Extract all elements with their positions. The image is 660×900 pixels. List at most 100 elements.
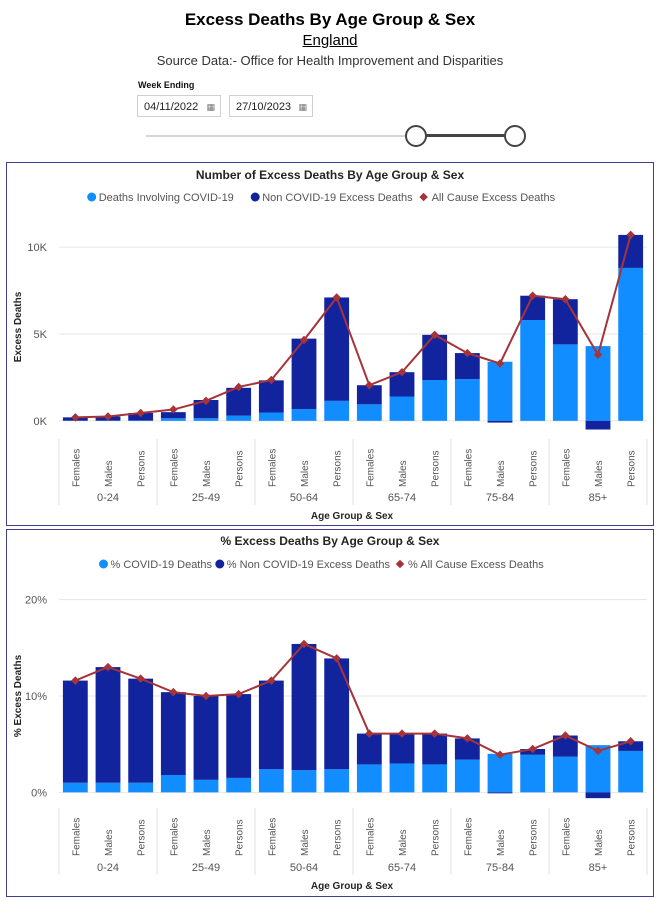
legend-marker-1 xyxy=(250,192,260,202)
bar-covid xyxy=(193,779,219,793)
x-category-label: Males xyxy=(104,460,115,487)
x-group-label: 50-64 xyxy=(290,492,318,504)
bar-non-covid xyxy=(552,735,578,757)
bar-non-covid xyxy=(258,680,284,770)
all-cause-point xyxy=(365,380,374,390)
bar-non-covid xyxy=(226,694,252,778)
all-cause-point xyxy=(71,676,80,685)
slider-track[interactable] xyxy=(146,135,414,137)
all-cause-point xyxy=(103,412,113,421)
excess-deaths-count-chart: Number of Excess Deaths By Age Group & S… xyxy=(13,168,648,522)
x-category-label: Persons xyxy=(235,450,246,487)
bar-covid xyxy=(324,769,350,793)
x-category-label: Persons xyxy=(529,819,540,856)
y-tick-label: 20% xyxy=(25,595,47,607)
x-axis-title: Age Group & Sex xyxy=(311,511,394,522)
bar-non-covid xyxy=(62,680,88,783)
bar-non-covid xyxy=(487,420,513,423)
source-note: Source Data:- Office for Health Improvem… xyxy=(156,53,504,68)
all-cause-point xyxy=(495,359,505,368)
bar-covid xyxy=(193,418,219,421)
legend-label: % Non COVID-19 Excess Deaths xyxy=(227,559,391,571)
bar-covid xyxy=(95,782,121,793)
calendar-icon[interactable]: ▦ xyxy=(298,102,307,112)
chart-panel-counts: Number of Excess Deaths By Age Group & S… xyxy=(6,162,654,526)
bar-non-covid xyxy=(160,692,186,776)
bar-non-covid xyxy=(487,792,513,794)
end-date-input[interactable]: 27/10/2023 ▦ xyxy=(229,95,313,117)
bar-covid xyxy=(258,769,284,793)
bar-covid xyxy=(422,380,448,421)
x-category-label: Persons xyxy=(627,819,638,856)
all-cause-point xyxy=(463,348,472,358)
start-date-input[interactable]: 04/11/2022 ▦ xyxy=(137,95,221,117)
x-category-label: Persons xyxy=(235,819,246,856)
bar-non-covid xyxy=(324,658,350,770)
slider-end-handle[interactable] xyxy=(504,125,526,147)
all-cause-point xyxy=(332,293,341,302)
bar-non-covid xyxy=(422,334,448,380)
all-cause-point xyxy=(136,408,145,418)
x-group-label: 85+ xyxy=(589,492,608,504)
x-group-label: 75-84 xyxy=(486,492,514,504)
start-date-value: 04/11/2022 xyxy=(144,101,199,113)
x-group-label: 75-84 xyxy=(486,862,514,874)
bar-non-covid xyxy=(95,667,121,783)
bar-covid xyxy=(389,396,415,421)
x-category-label: Males xyxy=(594,829,605,856)
bar-covid xyxy=(520,754,546,793)
legend-label: All Cause Excess Deaths xyxy=(432,192,556,204)
y-tick-label: 10% xyxy=(25,691,47,703)
all-cause-line xyxy=(75,234,632,419)
bar-covid xyxy=(62,782,88,793)
x-category-label: Persons xyxy=(333,450,344,487)
bar-covid xyxy=(618,267,644,421)
bar-covid xyxy=(618,750,644,793)
y-tick-label: 5K xyxy=(34,329,48,341)
bar-covid xyxy=(291,409,317,421)
bar-non-covid xyxy=(356,385,382,405)
all-cause-point xyxy=(528,291,537,300)
bar-covid xyxy=(552,344,578,421)
all-cause-point xyxy=(365,729,374,738)
chart-title: % Excess Deaths By Age Group & Sex xyxy=(221,534,440,548)
all-cause-point xyxy=(169,405,178,414)
all-cause-point xyxy=(201,396,211,406)
bar-covid xyxy=(356,404,382,421)
all-cause-point xyxy=(234,382,243,392)
y-axis-title: Excess Deaths xyxy=(13,291,24,362)
x-category-label: Persons xyxy=(137,450,148,487)
bar-non-covid xyxy=(454,353,480,380)
slider-start-handle[interactable] xyxy=(405,125,427,147)
x-category-label: Males xyxy=(300,829,311,856)
bar-covid xyxy=(389,763,415,793)
bar-covid xyxy=(291,770,317,793)
x-group-label: 0-24 xyxy=(97,492,119,504)
bar-covid xyxy=(520,320,546,421)
x-category-label: Females xyxy=(71,449,82,487)
all-cause-point xyxy=(169,687,178,697)
report-title: Excess Deaths By Age Group & Sex xyxy=(184,10,476,29)
all-cause-point xyxy=(593,350,603,360)
all-cause-point xyxy=(593,746,603,756)
bar-non-covid xyxy=(160,412,186,419)
slider-selected-range[interactable] xyxy=(416,134,514,137)
bar-covid xyxy=(128,782,154,793)
y-tick-label: 0K xyxy=(34,416,48,428)
bar-non-covid xyxy=(226,387,252,416)
bar-covid xyxy=(454,759,480,793)
bar-covid xyxy=(487,361,513,421)
calendar-icon[interactable]: ▦ xyxy=(206,102,215,112)
x-category-label: Persons xyxy=(627,450,638,487)
bar-covid xyxy=(324,400,350,421)
all-cause-point xyxy=(267,375,276,385)
x-category-label: Males xyxy=(594,460,605,487)
bar-non-covid xyxy=(454,738,480,760)
all-cause-point xyxy=(463,734,472,743)
bar-non-covid xyxy=(291,643,317,771)
chart-title: Number of Excess Deaths By Age Group & S… xyxy=(196,168,465,182)
x-group-label: 50-64 xyxy=(290,862,318,874)
x-category-label: Females xyxy=(561,449,572,487)
bar-covid xyxy=(487,753,513,793)
bar-covid xyxy=(226,415,252,421)
